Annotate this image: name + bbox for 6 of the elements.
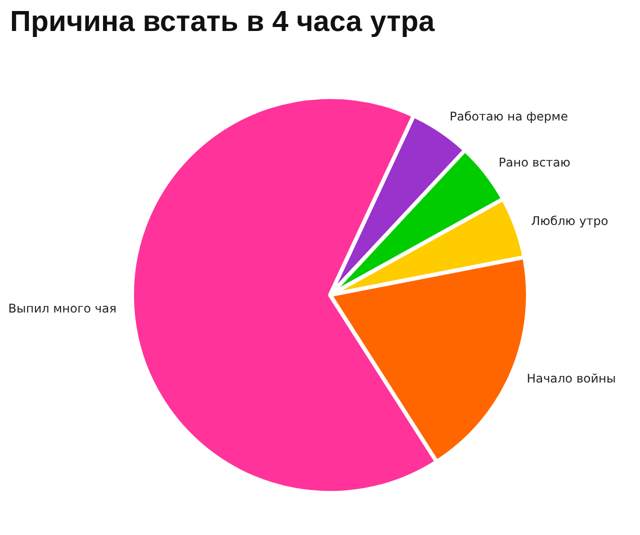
slice-label: Рано встаю xyxy=(498,155,570,170)
slice-label: Начало войны xyxy=(526,371,616,386)
slice-label: Работаю на ферме xyxy=(450,110,568,124)
slice-label: Люблю утро xyxy=(531,214,608,228)
slice-label: Выпил много чая xyxy=(8,301,116,316)
chart-title: Причина встать в 4 часа утра xyxy=(10,6,435,39)
